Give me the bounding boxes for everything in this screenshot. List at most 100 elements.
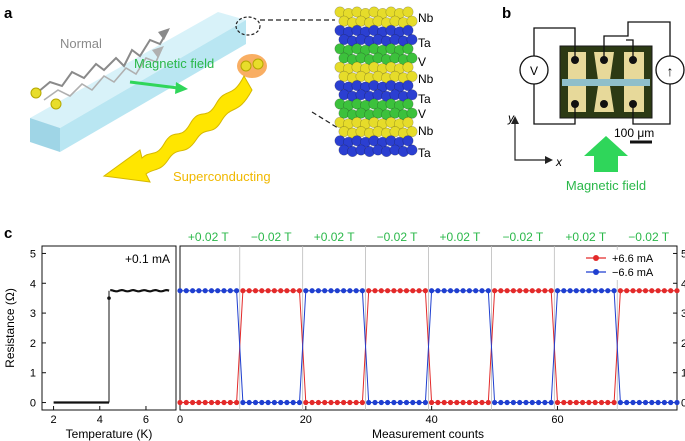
data-point [580,399,586,406]
layer-label: Nb [418,124,434,138]
data-point [259,288,265,294]
zoom-line-bottom [311,111,339,129]
data-point [642,399,649,406]
atom [406,70,418,82]
normal-walk-path-2 [43,47,163,101]
data-point [447,399,454,406]
legend-marker-blue [593,269,599,275]
data-point [422,288,428,294]
layer-labels: Nb Ta V Nb Ta V Nb Ta [418,11,434,160]
atom [402,135,414,147]
field-state-label: −0.02 T [251,230,292,244]
cooper-electron-2 [252,58,264,70]
counts-xlabel: Measurement counts [372,427,484,441]
data-point [611,288,617,294]
legend-label: +6.6 mA [612,253,654,265]
data-point [617,399,624,406]
data-point [240,399,246,406]
contact-pad [624,86,644,112]
data-point [246,399,252,406]
data-point [661,288,668,294]
data-point [586,288,592,294]
data-point [498,399,504,406]
panel-label-b: b [502,5,511,22]
data-point [504,288,510,294]
normal-arrowhead-2 [152,46,164,58]
temp-chart-frame [41,245,177,411]
atom [402,98,414,110]
data-point [441,399,447,406]
data-point [416,399,422,406]
data-point [598,399,605,406]
data-point [466,399,472,406]
temp-xlabel: Temperature (K) [66,427,153,441]
data-point [548,288,554,294]
data-point [341,288,347,294]
voltmeter-icon [519,55,549,85]
data-point [202,399,208,406]
data-point [561,288,567,294]
data-point [441,288,447,294]
data-point [177,399,183,406]
data-point [359,288,365,294]
contact-pad [624,52,644,80]
data-point [378,288,384,294]
data-point [592,288,598,294]
data-point [661,399,668,406]
field-label-a: Magnetic field [134,56,214,71]
data-point [554,399,561,406]
x-tick-label: 20 [300,414,312,426]
data-point [234,288,240,294]
superconducting-ribbon [102,74,253,183]
data-point [554,288,561,294]
data-point [240,288,246,294]
y-tick-label: 5 [30,248,36,260]
data-point [385,399,391,406]
normal-label: Normal [60,36,102,51]
data-point [265,399,271,406]
y-tick-label-right: 2 [681,338,685,350]
data-point [322,399,328,406]
data-point [315,399,321,406]
field-arrow-b [584,136,628,172]
data-point [466,288,472,294]
data-point [252,288,259,294]
atom [402,116,414,128]
data-point [359,399,365,406]
data-point [366,288,372,294]
data-point [378,399,384,406]
data-point [328,288,334,294]
data-point [410,288,416,294]
data-point [259,399,265,406]
data-point [542,288,548,294]
data-point [296,288,303,294]
data-point [328,399,334,406]
atom [406,52,418,64]
atom [406,107,418,119]
x-axis-arrowhead [545,156,553,164]
data-point [403,288,410,294]
data-point [271,288,277,294]
data-point [265,288,271,294]
field-state-label: +0.02 T [188,230,229,244]
data-point [303,288,309,294]
y-axis-arrowhead [511,116,519,124]
data-point [278,288,284,294]
data-point [674,399,680,406]
data-point [309,399,315,406]
y-tick-label-right: 1 [681,368,685,380]
data-point [573,288,579,294]
data-point [523,399,529,406]
data-point [410,399,416,406]
atom [406,144,418,156]
data-point [479,399,485,406]
data-point [183,399,189,406]
data-point [190,288,196,294]
data-point [536,288,542,294]
atom [402,43,414,55]
x-tick-label: 2 [50,414,56,426]
atom [402,61,414,73]
temp-chart-ticks: 2 4 6 0 1 2 3 4 5 [30,248,149,426]
data-point [435,399,441,406]
data-point [372,288,378,294]
